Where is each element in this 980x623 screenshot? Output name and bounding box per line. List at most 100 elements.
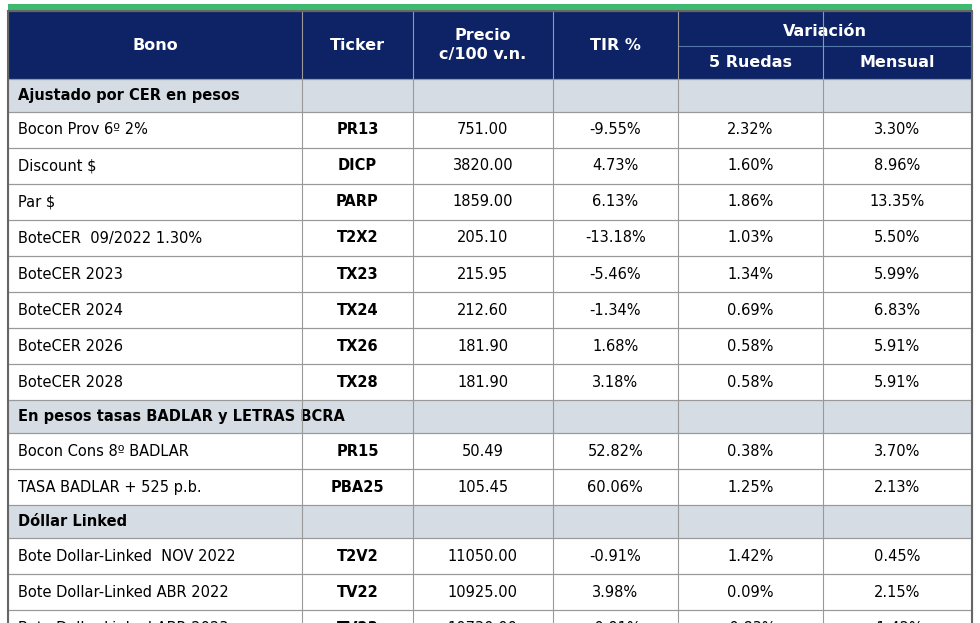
Text: -9.55%: -9.55% — [590, 123, 641, 138]
Text: Bote Dollar-Linked  NOV 2022: Bote Dollar-Linked NOV 2022 — [18, 548, 235, 563]
Text: 1.25%: 1.25% — [727, 480, 773, 495]
Text: TX28: TX28 — [336, 374, 378, 389]
Text: Discount $: Discount $ — [18, 158, 96, 173]
Text: 0.69%: 0.69% — [727, 303, 773, 318]
Text: BoteCER 2024: BoteCER 2024 — [18, 303, 122, 318]
Text: -13.18%: -13.18% — [585, 231, 646, 245]
Text: Bote Dollar-Linked ABR 2023: Bote Dollar-Linked ABR 2023 — [18, 621, 228, 623]
Text: T2V2: T2V2 — [336, 548, 378, 563]
Text: 181.90: 181.90 — [458, 374, 509, 389]
Text: Mensual: Mensual — [859, 55, 935, 70]
Text: 1.68%: 1.68% — [592, 338, 639, 353]
Text: 6.13%: 6.13% — [592, 194, 638, 209]
Bar — [8, 433, 972, 469]
Text: 1.34%: 1.34% — [727, 267, 773, 282]
Text: TX26: TX26 — [336, 338, 378, 353]
Bar — [8, 364, 972, 400]
Bar — [8, 220, 972, 256]
Text: 2.15%: 2.15% — [874, 584, 920, 599]
Bar — [8, 79, 972, 112]
Text: 6.83%: 6.83% — [874, 303, 920, 318]
Bar — [8, 220, 972, 256]
Text: PARP: PARP — [336, 194, 379, 209]
Bar — [8, 148, 972, 184]
Bar — [8, 400, 972, 433]
Bar — [8, 112, 972, 148]
Text: 0.58%: 0.58% — [727, 374, 773, 389]
Text: Precio
c/100 v.n.: Precio c/100 v.n. — [439, 27, 526, 62]
Bar — [8, 328, 972, 364]
Bar — [8, 256, 972, 292]
Text: TV23: TV23 — [336, 621, 378, 623]
Text: 5.91%: 5.91% — [874, 374, 920, 389]
Text: 1.60%: 1.60% — [727, 158, 773, 173]
Bar — [8, 469, 972, 505]
Text: 205.10: 205.10 — [457, 231, 509, 245]
Text: 11050.00: 11050.00 — [448, 548, 517, 563]
Bar — [8, 469, 972, 505]
Text: 3.18%: 3.18% — [592, 374, 638, 389]
Text: 212.60: 212.60 — [457, 303, 509, 318]
Text: 181.90: 181.90 — [458, 338, 509, 353]
Text: 5 Ruedas: 5 Ruedas — [709, 55, 792, 70]
Text: Bocon Cons 8º BADLAR: Bocon Cons 8º BADLAR — [18, 444, 188, 459]
Bar — [8, 292, 972, 328]
Text: 5.50%: 5.50% — [874, 231, 920, 245]
Text: Ticker: Ticker — [330, 37, 385, 52]
Text: 2.13%: 2.13% — [874, 480, 920, 495]
Text: BoteCER  09/2022 1.30%: BoteCER 09/2022 1.30% — [18, 231, 202, 245]
Bar — [8, 433, 972, 469]
Text: -1.34%: -1.34% — [590, 303, 641, 318]
Text: 751.00: 751.00 — [457, 123, 509, 138]
Bar — [8, 400, 972, 433]
Text: 52.82%: 52.82% — [587, 444, 643, 459]
Text: 0.58%: 0.58% — [727, 338, 773, 353]
Text: En pesos tasas BADLAR y LETRAS BCRA: En pesos tasas BADLAR y LETRAS BCRA — [18, 409, 345, 424]
Text: -1.42%: -1.42% — [871, 621, 923, 623]
Text: 3.98%: 3.98% — [592, 584, 638, 599]
Text: PBA25: PBA25 — [330, 480, 384, 495]
Text: BoteCER 2026: BoteCER 2026 — [18, 338, 122, 353]
Text: Variación: Variación — [783, 24, 867, 39]
Text: PR15: PR15 — [336, 444, 378, 459]
Bar — [8, 574, 972, 610]
Bar — [8, 292, 972, 328]
Text: 60.06%: 60.06% — [587, 480, 643, 495]
Text: T2X2: T2X2 — [336, 231, 378, 245]
Text: DICP: DICP — [338, 158, 377, 173]
Text: Par $: Par $ — [18, 194, 55, 209]
Bar — [8, 148, 972, 184]
Text: TX23: TX23 — [336, 267, 378, 282]
Text: 1.42%: 1.42% — [727, 548, 773, 563]
Text: BoteCER 2023: BoteCER 2023 — [18, 267, 122, 282]
Bar — [8, 610, 972, 623]
Text: 3.30%: 3.30% — [874, 123, 920, 138]
Text: -0.91%: -0.91% — [590, 548, 641, 563]
Bar — [8, 112, 972, 148]
Text: PR13: PR13 — [336, 123, 378, 138]
Bar — [8, 574, 972, 610]
Text: 3.70%: 3.70% — [874, 444, 920, 459]
Text: -0.91%: -0.91% — [590, 621, 641, 623]
Text: 2.32%: 2.32% — [727, 123, 773, 138]
Text: 5.91%: 5.91% — [874, 338, 920, 353]
Text: 8.96%: 8.96% — [874, 158, 920, 173]
Text: Bote Dollar-Linked ABR 2022: Bote Dollar-Linked ABR 2022 — [18, 584, 228, 599]
Text: -0.83%: -0.83% — [724, 621, 776, 623]
Bar — [8, 4, 972, 11]
Text: 1859.00: 1859.00 — [453, 194, 513, 209]
Text: 1.86%: 1.86% — [727, 194, 773, 209]
Bar — [8, 364, 972, 400]
Bar — [8, 256, 972, 292]
Text: 0.09%: 0.09% — [727, 584, 773, 599]
Text: TX24: TX24 — [336, 303, 378, 318]
Text: 13.35%: 13.35% — [870, 194, 925, 209]
Bar — [8, 538, 972, 574]
Text: TV22: TV22 — [336, 584, 378, 599]
Text: 10925.00: 10925.00 — [448, 584, 517, 599]
Text: 215.95: 215.95 — [458, 267, 509, 282]
Text: TASA BADLAR + 525 p.b.: TASA BADLAR + 525 p.b. — [18, 480, 201, 495]
Bar — [8, 184, 972, 220]
Text: 105.45: 105.45 — [458, 480, 509, 495]
Text: TIR %: TIR % — [590, 37, 641, 52]
